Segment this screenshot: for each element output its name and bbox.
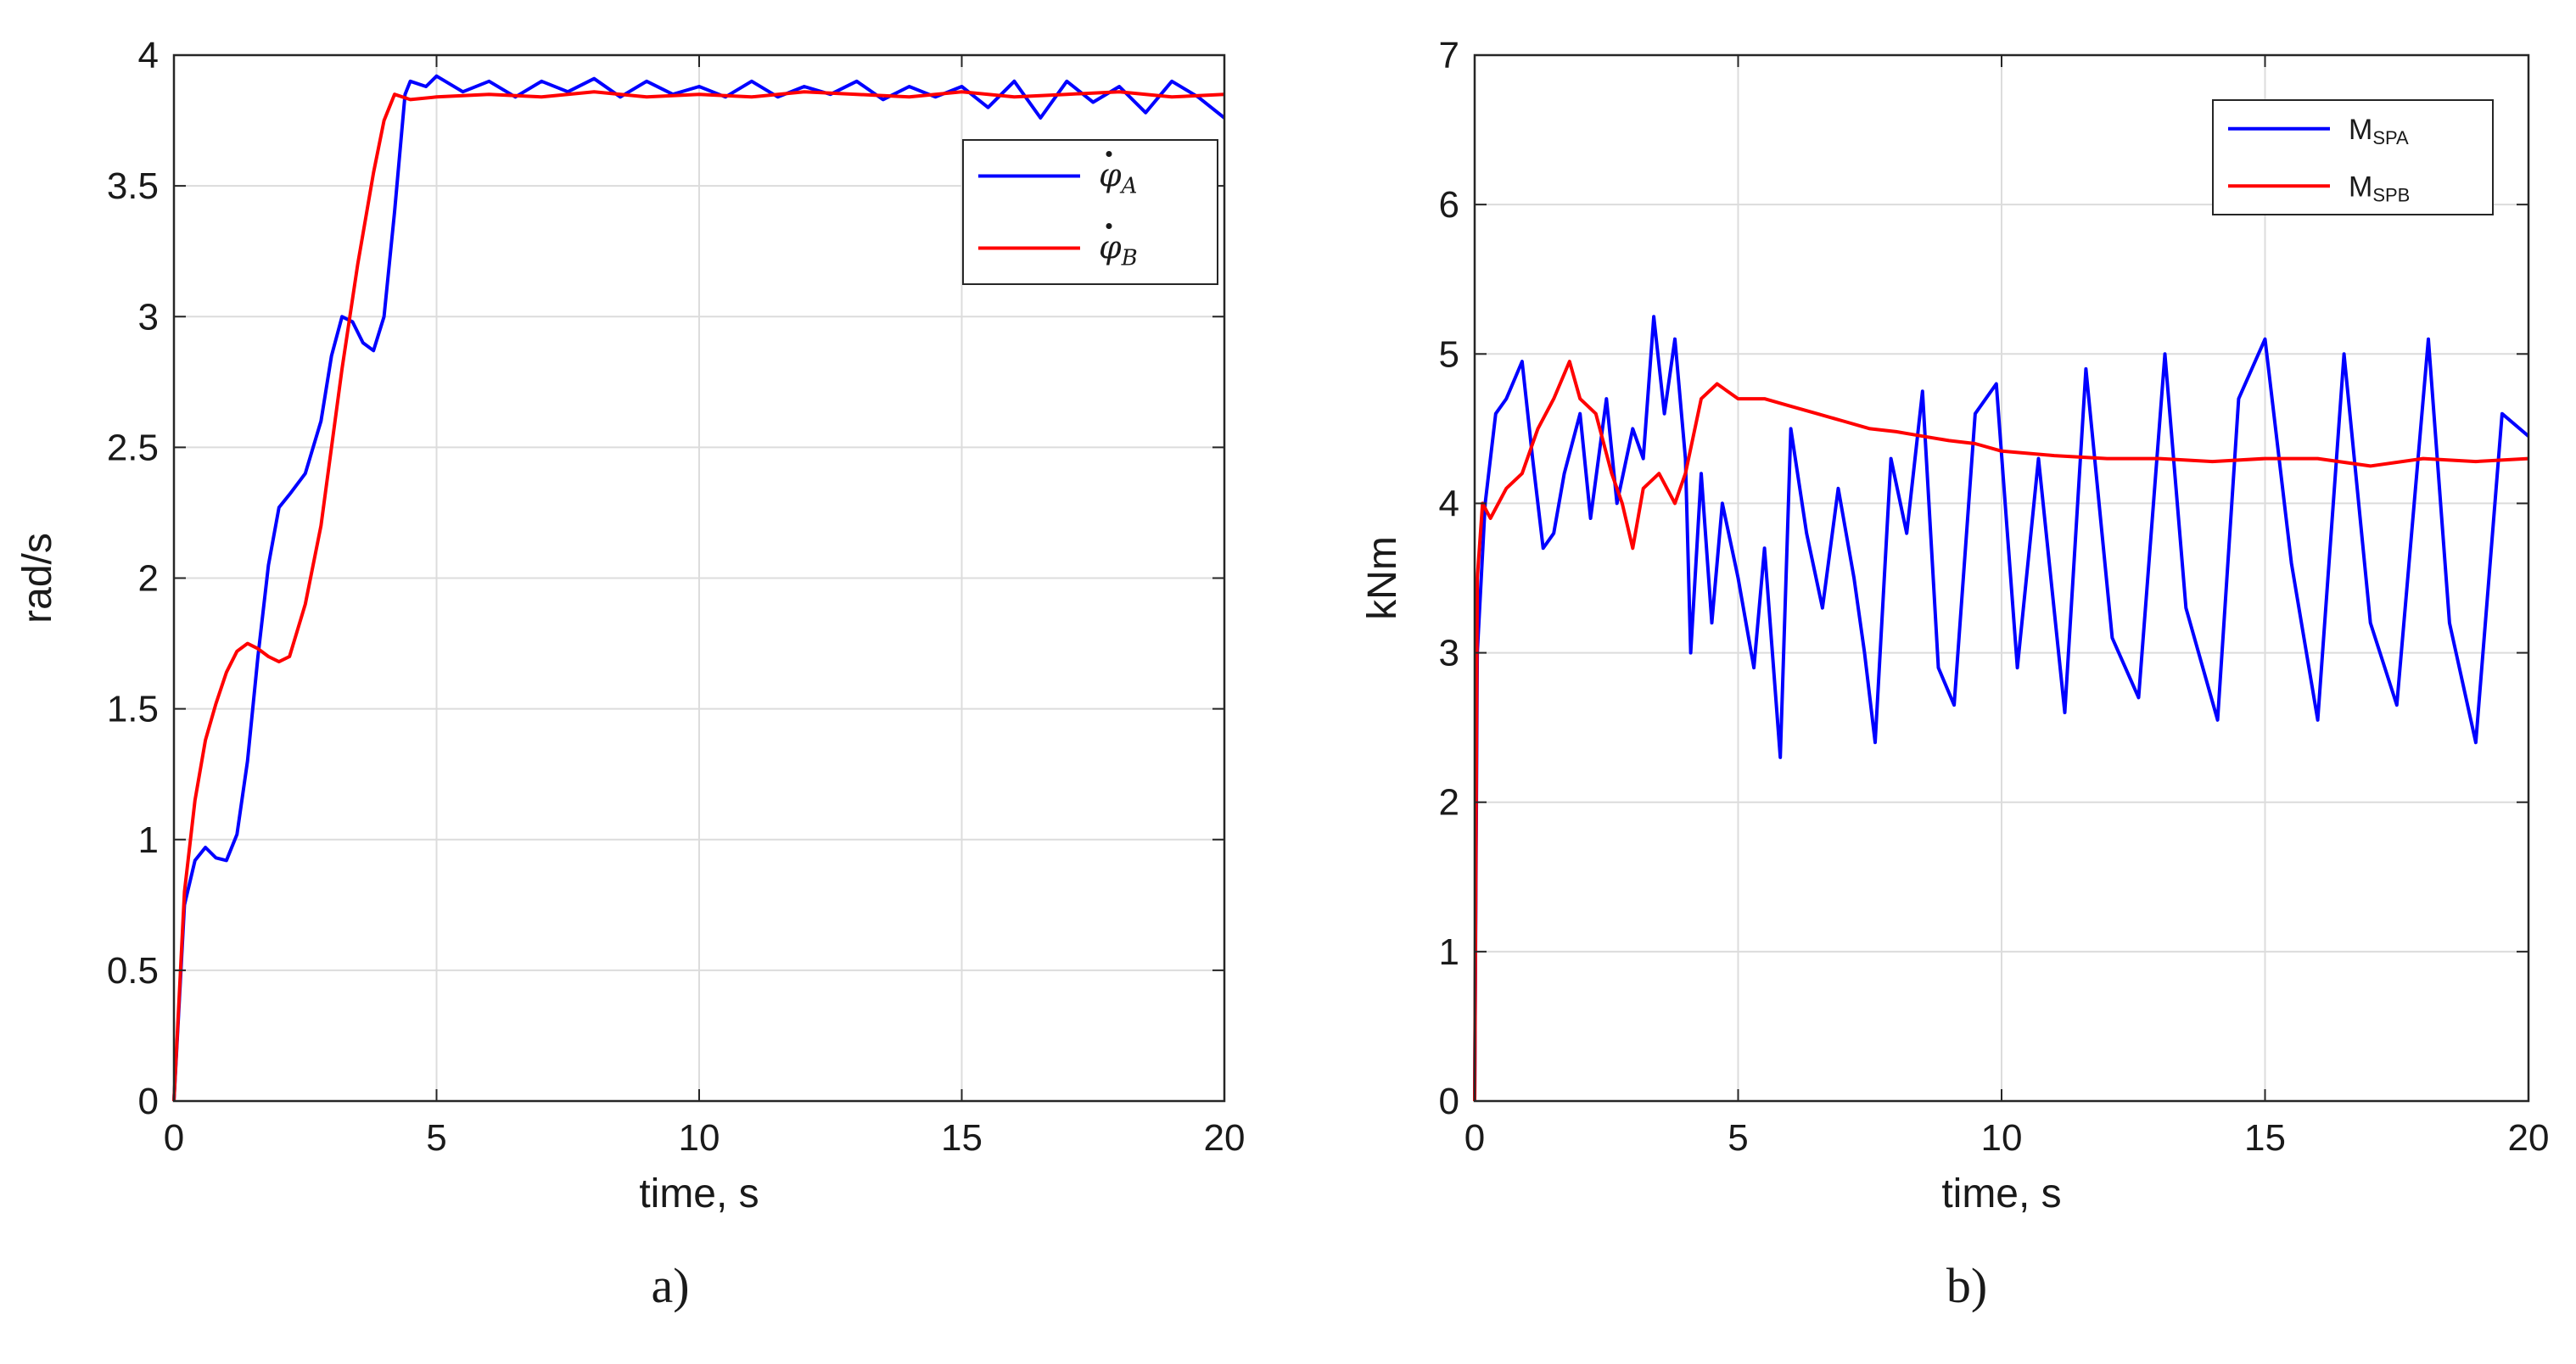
y-tick-label: 5: [1439, 333, 1459, 375]
derivative-dot: [1106, 223, 1112, 229]
legend-label-b: φB: [1099, 229, 1138, 271]
series-line-b: [172, 90, 1225, 1102]
y-tick-label: 1.5: [107, 689, 159, 730]
legend-box: [2212, 99, 2494, 215]
legend: MSPA MSPB: [2212, 99, 2494, 215]
series-line-spb: [1473, 360, 2529, 1102]
x-tick-label: 5: [1728, 1117, 1748, 1159]
y-tick-label: 2.5: [107, 427, 159, 468]
y-tick-label: 2: [138, 558, 159, 600]
x-axis-label: time, s: [639, 1171, 759, 1216]
legend-label-a: φA: [1099, 157, 1137, 199]
y-tick-label: 3: [138, 296, 159, 338]
y-tick-label: 0: [1439, 1081, 1459, 1122]
x-tick-label: 5: [426, 1117, 446, 1159]
legend-label-spa: MSPA: [2349, 114, 2409, 148]
x-tick-label: 20: [2508, 1117, 2550, 1159]
y-axis-label: kNm: [1360, 536, 1405, 620]
y-axis-label: rad/s: [15, 533, 60, 623]
y-tick-label: 4: [138, 35, 159, 76]
series-line-spa: [1473, 315, 2530, 1102]
panel-caption: a): [651, 1258, 689, 1313]
y-tick-label: 3: [1439, 633, 1459, 674]
y-tick-label: 0: [138, 1081, 159, 1122]
legend: φA φB: [962, 139, 1218, 285]
x-axis-label: time, s: [1941, 1171, 2061, 1216]
x-tick-label: 0: [1464, 1117, 1485, 1159]
derivative-dot: [1106, 151, 1112, 157]
panel-caption: b): [1946, 1258, 1987, 1313]
y-tick-label: 0.5: [107, 950, 159, 992]
y-tick-label: 7: [1439, 35, 1459, 76]
y-tick-label: 3.5: [107, 165, 159, 207]
y-tick-label: 4: [1439, 483, 1459, 524]
legend-box: [962, 139, 1218, 285]
x-tick-label: 15: [941, 1117, 983, 1159]
x-tick-label: 20: [1204, 1117, 1246, 1159]
chart-panel-a: 0 5 10 15 20 0 0.5 1 1.5 2 2.5 3 3.5 4 time, s rad/s a) φ…: [15, 35, 1245, 1313]
chart-panel-b: 0 5 10 15 20 0 1 2 3 4 5 6 7 time, s kNm b) MSPA MSPB: [1360, 35, 2549, 1313]
y-tick-label: 1: [1439, 931, 1459, 973]
x-tick-label: 0: [164, 1117, 184, 1159]
y-tick-label: 1: [138, 819, 159, 861]
y-tick-label: 6: [1439, 184, 1459, 226]
x-tick-label: 10: [1981, 1117, 2023, 1159]
x-tick-label: 15: [2244, 1117, 2286, 1159]
legend-label-spb: MSPB: [2349, 170, 2410, 205]
x-tick-label: 10: [679, 1117, 720, 1159]
y-tick-label: 2: [1439, 782, 1459, 824]
